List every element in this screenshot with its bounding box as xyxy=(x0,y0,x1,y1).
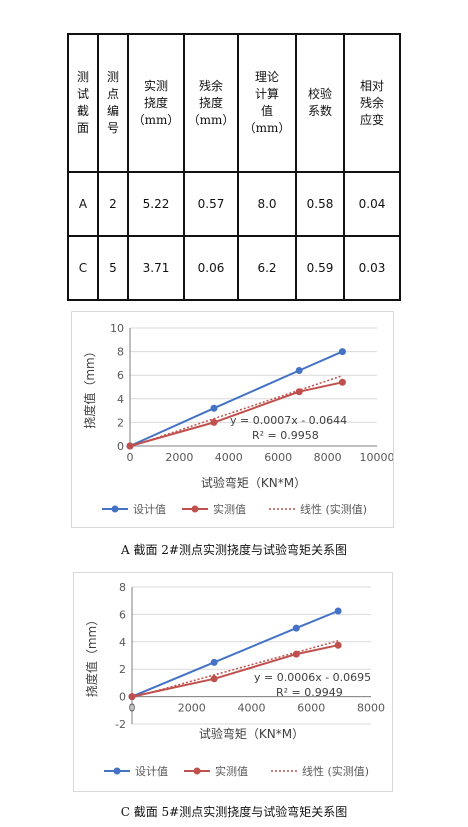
x-axis-title: 试验弯矩（KN*M） xyxy=(201,475,306,490)
y-tick-label: 8 xyxy=(119,581,126,594)
table-cell: 6.2 xyxy=(237,235,297,301)
y-tick-label: 6 xyxy=(117,369,124,382)
x-tick-label: 6000 xyxy=(264,451,292,464)
y-tick-label: 0 xyxy=(117,440,124,453)
table-cell: 0.06 xyxy=(183,235,239,301)
data-point xyxy=(126,442,134,450)
trendline-equation: y = 0.0007x - 0.0644 xyxy=(230,414,347,427)
y-tick-label: 0 xyxy=(119,691,126,704)
table-cell: 3.71 xyxy=(127,235,185,301)
x-tick-label: 4000 xyxy=(215,451,243,464)
table-header-cell: 校验 系数 xyxy=(295,33,345,173)
y-tick-label: 10 xyxy=(110,322,124,335)
legend-label: 设计值 xyxy=(135,765,168,778)
legend-label: 线性 (实测值) xyxy=(302,764,369,778)
trendline-r2: R² = 0.9958 xyxy=(252,429,319,442)
y-tick-label: 2 xyxy=(119,663,126,676)
table-cell: 5 xyxy=(97,235,129,301)
table-cell: A xyxy=(67,171,99,237)
x-tick-label: 2000 xyxy=(165,451,193,464)
series-line xyxy=(131,644,339,698)
trendline xyxy=(129,374,343,448)
table-cell: 0.59 xyxy=(295,235,345,301)
legend-marker xyxy=(113,767,121,775)
trendline-equation: y = 0.0006x - 0.0695 xyxy=(254,671,371,684)
table-header-cell: 残余 挠度 （mm） xyxy=(183,33,239,173)
table-header-cell: 实测 挠度 （mm） xyxy=(127,33,185,173)
data-point xyxy=(210,658,218,666)
table-header-cell: 测点编号 xyxy=(97,33,129,173)
table-row: A 2 5.22 0.57 8.0 0.58 0.04 xyxy=(67,171,401,237)
legend-marker xyxy=(193,767,201,775)
table-cell: 5.22 xyxy=(127,171,185,237)
table-cell: 0.03 xyxy=(343,235,401,301)
data-point xyxy=(210,404,218,412)
y-tick-label: 8 xyxy=(117,346,124,359)
data-point xyxy=(292,624,300,632)
data-point xyxy=(210,675,218,683)
x-tick-label: 4000 xyxy=(238,702,266,715)
y-tick-label: 4 xyxy=(119,636,126,649)
table-cell: 0.58 xyxy=(295,171,345,237)
y-tick-label: 4 xyxy=(117,393,124,406)
data-point xyxy=(295,366,303,374)
x-tick-label: 0 xyxy=(127,451,134,464)
x-axis-title: 试验弯矩（KN*M） xyxy=(199,726,304,741)
bottom-cut-text xyxy=(0,819,468,827)
deflection-table: 测试截面测点编号实测 挠度 （mm） 残余 挠度 （mm） 理论 计算值（mm） 校验 系数 相对残… xyxy=(67,33,401,301)
series-line xyxy=(129,350,343,447)
y-axis-title: 挠度值（mm） xyxy=(84,614,99,697)
series-line xyxy=(131,610,339,698)
data-point xyxy=(338,378,346,386)
table-cell: C xyxy=(67,235,99,301)
legend-label: 线性 (实测值) xyxy=(300,502,367,516)
chart-c-panel: -2 0 2 4 6 8 0 2000 4000 6000 8000 试验弯矩（KN*M） 挠度值（mm… xyxy=(73,572,393,792)
data-point xyxy=(334,641,342,649)
legend-marker xyxy=(111,505,119,513)
data-point xyxy=(338,348,346,356)
data-point xyxy=(210,418,218,426)
chart-c-caption: C 截面 5#测点实测挠度与试验弯矩关系图 xyxy=(120,805,348,819)
chart-a: 0 2 4 6 8 10 0 2000 4000 6000 8000 10000 试验弯矩（KN*M） 挠… xyxy=(82,322,395,516)
legend-label: 实测值 xyxy=(213,502,246,516)
legend-marker xyxy=(191,505,199,513)
trendline-r2: R² = 0.9949 xyxy=(276,686,343,699)
y-axis-title: 挠度值（mm） xyxy=(82,345,97,428)
data-point xyxy=(128,693,136,701)
x-tick-label: 2000 xyxy=(178,702,206,715)
x-tick-label: 8000 xyxy=(357,702,385,715)
y-tick-label: 2 xyxy=(117,416,124,429)
table-header-row: 测试截面测点编号实测 挠度 （mm） 残余 挠度 （mm） 理论 计算值（mm） 校验 系数 相对残… xyxy=(67,33,401,173)
x-tick-label: 10000 xyxy=(360,451,394,464)
legend-label: 设计值 xyxy=(133,503,166,516)
table-header-cell: 测试截面 xyxy=(67,33,99,173)
table-header-cell: 理论 计算值（mm） xyxy=(237,33,297,173)
table-cell: 0.57 xyxy=(183,171,239,237)
legend-label: 实测值 xyxy=(215,764,248,778)
table-header-cell: 相对 残余 应变 xyxy=(343,33,401,173)
data-point xyxy=(334,607,342,615)
table-cell: 0.04 xyxy=(343,171,401,237)
x-tick-label: 8000 xyxy=(314,451,342,464)
table-cell: 2 xyxy=(97,171,129,237)
table-row: C 5 3.71 0.06 6.2 0.59 0.03 xyxy=(67,235,401,301)
chart-a-caption: A 截面 2#测点实测挠度与试验弯矩关系图 xyxy=(121,543,347,557)
chart-a-panel: 0 2 4 6 8 10 0 2000 4000 6000 8000 10000 试验弯矩（KN*M） 挠… xyxy=(71,311,395,528)
series-line xyxy=(129,381,343,447)
x-tick-label: 0 xyxy=(129,702,136,715)
table-cell: 8.0 xyxy=(237,171,297,237)
x-tick-label: 6000 xyxy=(297,702,325,715)
y-tick-label: 6 xyxy=(119,608,126,621)
y-tick-label: -2 xyxy=(115,718,126,731)
